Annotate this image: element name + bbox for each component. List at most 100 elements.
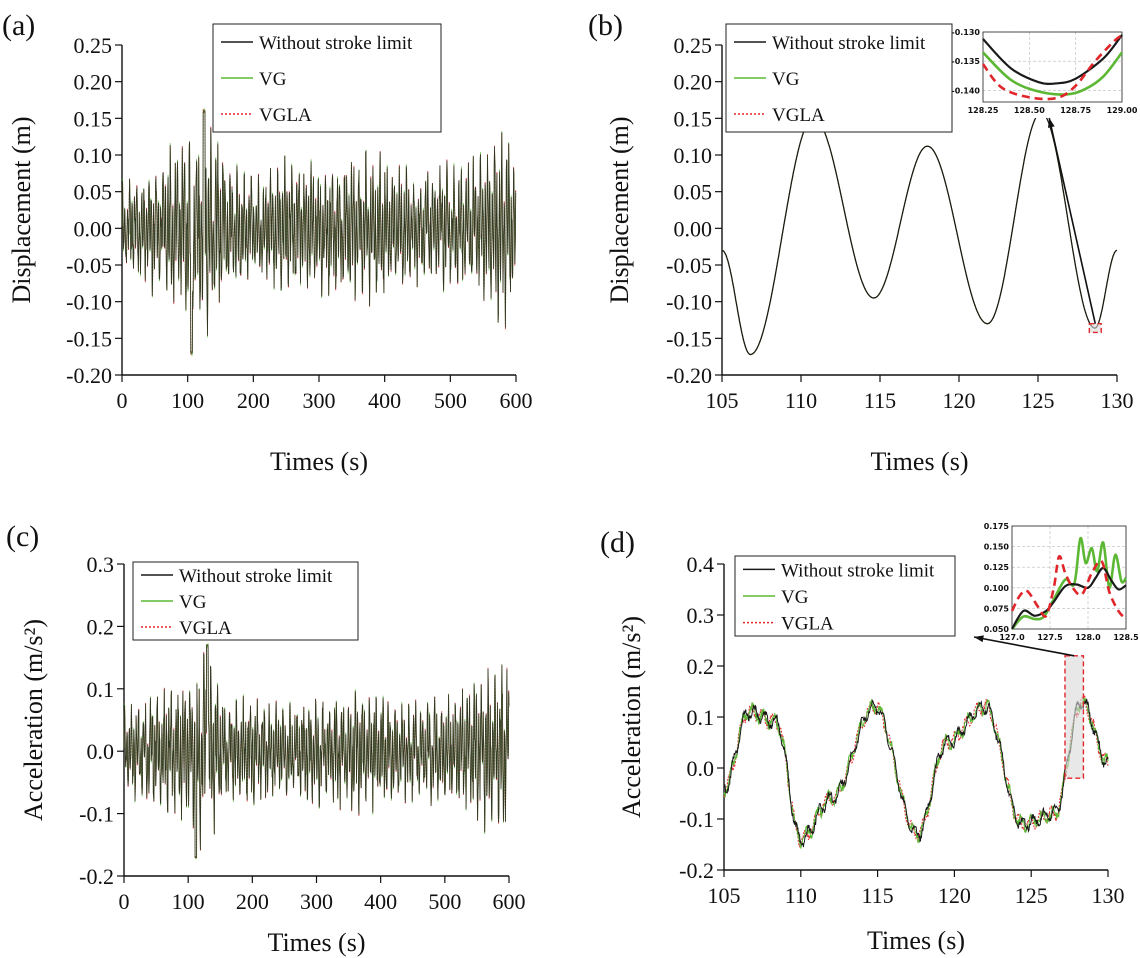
x-tick-label: 125: [1022, 388, 1055, 413]
panel-label: (b): [588, 9, 623, 42]
x-tick-label: 200: [237, 388, 270, 413]
callout-arrow: [1048, 117, 1097, 324]
legend-label-without-stroke-limit: Without stroke limit: [179, 566, 333, 587]
legend-label-vg: VG: [259, 69, 287, 90]
legend: Without stroke limit VG VGLA: [132, 561, 359, 641]
y-axis-title: Displacement (m): [7, 117, 36, 304]
inset-series-without-stroke-limit: [1011, 566, 1127, 630]
x-axis-title: Times (s): [270, 447, 368, 476]
chart-panel-a: 0 100 200 300 400 500 600 -0.20 -0.15 -0.10 -0.05 0…: [2, 9, 533, 476]
series-vg: [723, 697, 1109, 849]
chart-panel-d: 105 110 115 120 125 130 -0.2 -0.1 0.0 0.1 0.2 0.3 0.…: [600, 520, 1139, 955]
inset-y-tick-label: -0.135: [951, 57, 980, 66]
legend-label-without-stroke-limit: Without stroke limit: [259, 33, 413, 54]
series-without-stroke-limit: [123, 644, 510, 858]
y-tick-label: 0.1: [687, 705, 715, 730]
callout-arrowhead: [974, 635, 984, 643]
y-tick-label: -0.20: [66, 363, 112, 388]
x-tick-label: 600: [493, 889, 526, 914]
y-tick-label: 0.10: [74, 143, 113, 168]
legend: Without stroke limit VG VGLA: [725, 23, 953, 133]
inset-y-tick-label: 0.075: [984, 604, 1010, 613]
x-tick-label: 200: [236, 889, 269, 914]
y-axis-title: Acceleration (m/s²): [19, 619, 48, 821]
series-vgla: [723, 693, 1109, 848]
x-axis-title: Times (s): [870, 447, 968, 476]
y-tick-label: 0.00: [74, 216, 113, 241]
y-tick-label: 0.15: [74, 106, 113, 131]
x-axis-title: Times (s): [267, 928, 365, 957]
x-tick-label: 110: [785, 883, 817, 908]
y-tick-label: 0.05: [74, 180, 113, 205]
y-tick-label: -0.05: [66, 253, 112, 278]
y-tick-label: 0.05: [674, 180, 713, 205]
y-tick-label: -0.20: [666, 363, 712, 388]
panel-label: (c): [6, 520, 39, 553]
inset-chart: 127.0 127.5 128.0 128.5 0.050 0.075 0.100 0.125…: [982, 520, 1139, 645]
y-tick-label: 0.3: [87, 552, 115, 577]
x-tick-label: 120: [943, 388, 976, 413]
x-tick-label: 600: [500, 388, 533, 413]
y-tick-label: -0.1: [79, 802, 114, 827]
y-axis-title: Acceleration (m/s²): [617, 616, 646, 818]
x-tick-label: 300: [303, 388, 336, 413]
inset-x-tick-label: 128.50: [1014, 106, 1045, 115]
inset-y-tick-label: -0.140: [951, 86, 980, 95]
inset-x-tick-label: 128.0: [1075, 633, 1101, 642]
inset-background: [953, 26, 1128, 118]
series-without-stroke-limit: [121, 110, 517, 354]
x-tick-label: 0: [117, 388, 128, 413]
inset-y-tick-label: 0.100: [984, 584, 1010, 593]
series-vgla: [721, 111, 1118, 356]
x-tick-label: 400: [368, 388, 401, 413]
legend: Without stroke limit VG VGLA: [212, 23, 442, 133]
y-tick-label: -0.2: [679, 858, 714, 883]
legend-label-vg: VG: [772, 69, 800, 90]
legend-label-vgla: VGLA: [259, 105, 312, 126]
y-tick-label: -0.05: [666, 253, 712, 278]
y-tick-label: 0.15: [674, 106, 713, 131]
zoom-region-box: [1064, 655, 1085, 779]
y-tick-label: 0.25: [74, 33, 113, 58]
inset-series-vgla: [1010, 554, 1127, 621]
inset-x-tick-label: 127.0: [999, 633, 1025, 642]
y-tick-label: 0.10: [674, 143, 713, 168]
x-tick-label: 130: [1092, 883, 1125, 908]
x-tick-label: 125: [1015, 883, 1048, 908]
inset-x-tick-label: 128.5: [1113, 633, 1139, 642]
x-tick-label: 500: [428, 889, 461, 914]
inset-x-tick-label: 128.25: [968, 106, 999, 115]
y-tick-label: 0.2: [687, 654, 715, 679]
inset-frame: [1011, 525, 1127, 630]
x-tick-label: 115: [864, 388, 896, 413]
x-tick-label: 400: [364, 889, 397, 914]
y-tick-label: 0.25: [674, 33, 713, 58]
series-vg: [721, 111, 1118, 356]
legend-label-vg: VG: [781, 587, 809, 608]
x-tick-label: 105: [706, 388, 739, 413]
y-tick-label: -0.10: [666, 290, 712, 315]
y-tick-label: -0.1: [679, 807, 714, 832]
y-tick-label: -0.15: [66, 326, 112, 351]
zoom-region-box: [1088, 322, 1102, 334]
series-without-stroke-limit: [723, 698, 1109, 848]
chart-panel-c: 0 100 200 300 400 500 600 -0.2 -0.1 0.0 0.1 0.2 0.3 (…: [6, 520, 526, 957]
y-tick-label: -0.2: [79, 864, 114, 889]
x-tick-label: 500: [434, 388, 467, 413]
inset-chart: 128.25 128.50 128.75 129.00 -0.130 -0.135 -0.1…: [951, 26, 1138, 118]
legend-label-without-stroke-limit: Without stroke limit: [772, 33, 926, 54]
y-tick-label: -0.10: [66, 290, 112, 315]
inset-series-vgla: [981, 33, 1123, 101]
legend-label-vg: VG: [179, 592, 207, 613]
inset-series-vg: [1011, 537, 1128, 630]
series-without-stroke-limit: [721, 111, 1118, 356]
inset-x-tick-label: 127.5: [1037, 633, 1063, 642]
x-tick-label: 105: [708, 883, 741, 908]
y-tick-label: 0.2: [87, 614, 115, 639]
y-tick-label: 0.0: [87, 739, 115, 764]
x-tick-label: 100: [171, 388, 204, 413]
y-tick-label: -0.15: [666, 326, 712, 351]
legend-label-vgla: VGLA: [781, 614, 834, 635]
panel-label: (d): [600, 526, 635, 559]
